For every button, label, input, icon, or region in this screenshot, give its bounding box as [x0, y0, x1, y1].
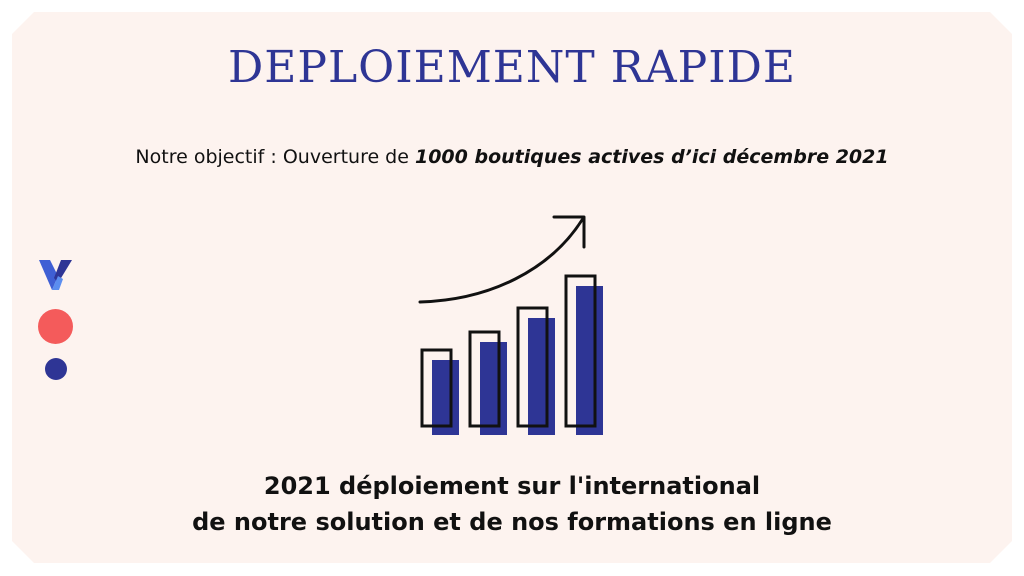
- trend-arrow-curve: [418, 218, 584, 304]
- footer-text: 2021 déploiement sur l'international de …: [0, 468, 1024, 540]
- bar-fill-2: [480, 342, 507, 435]
- bar-fill-3: [528, 318, 555, 435]
- bar-outline-1: [420, 348, 453, 428]
- bar-fill-4: [576, 286, 603, 435]
- bar-fill-1: [432, 360, 459, 435]
- footer-line-2: de notre solution et de nos formations e…: [192, 508, 832, 536]
- footer-line-1: 2021 déploiement sur l'international: [263, 472, 761, 500]
- blue-dot-decoration: [45, 358, 67, 380]
- bar-outline-2: [468, 330, 501, 428]
- objective-line: Notre objectif : Ouverture de 1000 bouti…: [0, 142, 1024, 172]
- y-logo-icon: [39, 260, 72, 290]
- trend-arrow-head: [552, 215, 586, 249]
- bar-outline-3: [516, 306, 549, 428]
- bar-outline-4: [564, 274, 597, 428]
- red-dot-decoration: [38, 309, 73, 344]
- page-title: DEPLOIEMENT RAPIDE: [227, 42, 797, 93]
- objective-highlight: 1000 boutiques actives d’ici décembre 20…: [414, 146, 889, 168]
- growth-bar-chart-icon: [418, 215, 603, 435]
- objective-prefix: Notre objectif : Ouverture de: [135, 146, 415, 168]
- slide-card: [12, 12, 1012, 563]
